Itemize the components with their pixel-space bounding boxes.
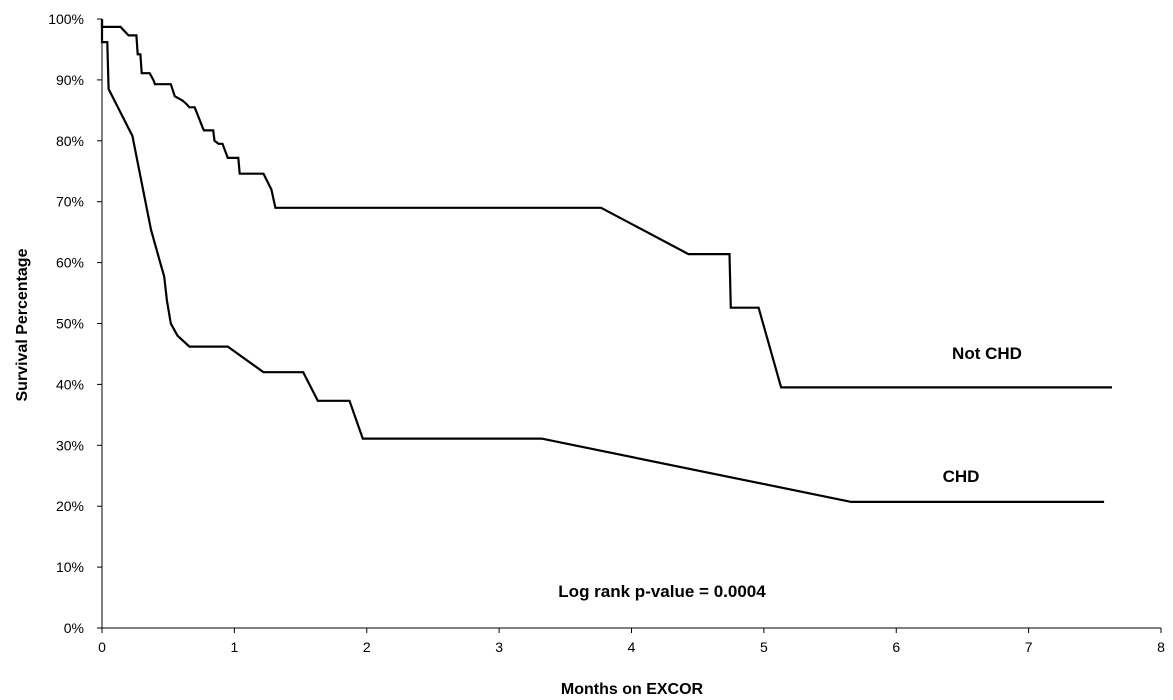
series-line-not-chd (100, 19, 1112, 389)
series-label-not-chd: Not CHD (952, 344, 1022, 363)
x-ticks: 0 1 2 3 4 5 6 7 8 (98, 628, 1165, 655)
y-tick-label: 100% (48, 11, 84, 27)
x-tick-label: 2 (363, 639, 371, 655)
x-axis-title: Months on EXCOR (561, 681, 704, 698)
series-label-chd: CHD (943, 467, 980, 486)
series-group (100, 19, 1112, 503)
x-tick-label: 1 (230, 639, 238, 655)
x-tick-label: 8 (1157, 639, 1165, 655)
y-tick-label: 90% (56, 72, 84, 88)
x-tick-label: 0 (98, 639, 106, 655)
x-tick-label: 5 (760, 639, 768, 655)
x-tick-label: 3 (495, 639, 503, 655)
y-tick-label: 0% (64, 620, 84, 636)
x-tick-label: 4 (628, 639, 636, 655)
y-tick-label: 70% (56, 194, 84, 210)
x-tick-label: 6 (892, 639, 900, 655)
y-tick-label: 30% (56, 437, 84, 453)
log-rank-annotation: Log rank p-value = 0.0004 (558, 582, 766, 601)
y-tick-label: 40% (56, 376, 84, 392)
axes: 0% 10% 20% 30% 40% 50% 60% 70% 80% 90% 100% 0 1 2 3 4 5… (48, 11, 1165, 655)
y-axis-title: Survival Percentage (14, 248, 31, 401)
series-line-chd (100, 19, 1105, 503)
y-tick-label: 80% (56, 133, 84, 149)
y-tick-label: 50% (56, 316, 84, 332)
y-ticks: 0% 10% 20% 30% 40% 50% 60% 70% 80% 90% 100% (48, 11, 102, 636)
x-tick-label: 7 (1025, 639, 1033, 655)
y-tick-label: 10% (56, 559, 84, 575)
y-tick-label: 20% (56, 498, 84, 514)
y-tick-label: 60% (56, 255, 84, 271)
